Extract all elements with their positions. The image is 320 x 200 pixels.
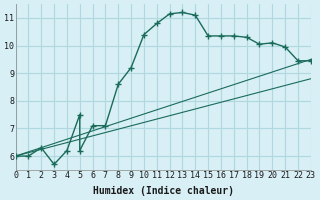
X-axis label: Humidex (Indice chaleur): Humidex (Indice chaleur): [93, 186, 234, 196]
